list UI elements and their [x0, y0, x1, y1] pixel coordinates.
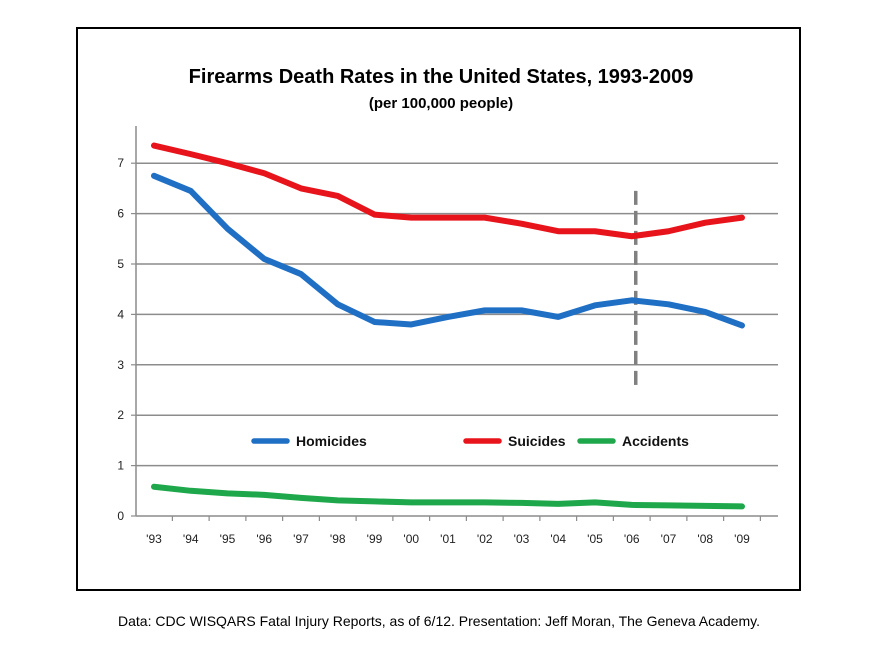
legend: Homicides Suicides Accidents — [251, 433, 689, 449]
axes — [131, 126, 778, 521]
y-tick-label-1: 1 — [117, 459, 124, 473]
y-tick-label-6: 6 — [117, 207, 124, 221]
series-line-homicides — [151, 172, 745, 329]
y-tick-label-7: 7 — [117, 156, 124, 170]
y-tick-label-4: 4 — [117, 307, 124, 321]
x-tick-labels: '93 '94 '95 '96 '97 '98 '99 '00 '01 '02 '03 '04 '05 '… — [146, 532, 750, 546]
x-tick-label-9: '02 — [477, 532, 493, 546]
source-note: Data: CDC WISQARS Fatal Injury Reports, … — [118, 613, 760, 629]
x-tick-label-0: '93 — [146, 532, 162, 546]
series-line-suicides — [151, 142, 745, 240]
gridlines — [136, 162, 778, 467]
legend-label-suicides: Suicides — [508, 433, 566, 449]
x-tick-label-3: '96 — [256, 532, 272, 546]
y-tick-labels: 0 1 2 3 4 5 6 7 — [117, 156, 124, 523]
x-tick-label-16: '09 — [734, 532, 750, 546]
y-tick-label-5: 5 — [117, 257, 124, 271]
chart-title: Firearms Death Rates in the United State… — [189, 66, 694, 88]
series-line-accidents — [151, 483, 745, 510]
chart-frame: Firearms Death Rates in the United State… — [76, 27, 801, 591]
legend-label-homicides: Homicides — [296, 433, 367, 449]
x-tick-label-15: '08 — [697, 532, 713, 546]
x-tick-label-13: '06 — [624, 532, 640, 546]
line-chart: Firearms Death Rates in the United State… — [117, 66, 778, 546]
x-tick-label-11: '04 — [550, 532, 566, 546]
x-tick-label-1: '94 — [183, 532, 199, 546]
x-tick-label-7: '00 — [403, 532, 419, 546]
x-tick-label-14: '07 — [661, 532, 677, 546]
chart-subtitle: (per 100,000 people) — [369, 95, 513, 112]
x-tick-label-4: '97 — [293, 532, 309, 546]
x-tick-label-12: '05 — [587, 532, 603, 546]
y-tick-label-3: 3 — [117, 358, 124, 372]
x-tick-label-5: '98 — [330, 532, 346, 546]
x-tick-label-10: '03 — [514, 532, 530, 546]
y-tick-label-2: 2 — [117, 408, 124, 422]
x-tick-label-6: '99 — [367, 532, 383, 546]
y-tick-label-0: 0 — [117, 509, 124, 523]
x-tick-label-8: '01 — [440, 532, 456, 546]
legend-label-accidents: Accidents — [622, 433, 689, 449]
series-lines — [151, 142, 745, 510]
x-tick-label-2: '95 — [220, 532, 236, 546]
